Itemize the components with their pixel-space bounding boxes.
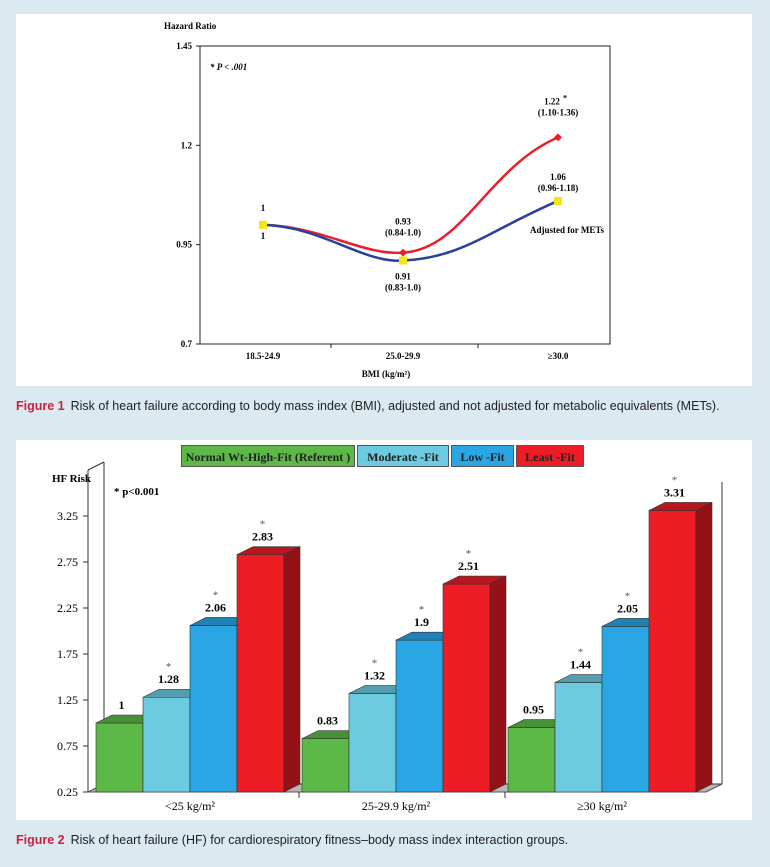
x-tick-label: ≥30.0 — [548, 351, 569, 361]
bar-value-label: 3.31 — [664, 485, 685, 499]
data-label-adjusted-mid: 0.91 — [395, 272, 411, 282]
significance-star: * — [466, 548, 472, 560]
x-axis-title: BMI (kg/m²) — [362, 369, 410, 379]
y-tick-label: 1.75 — [57, 647, 78, 661]
figure-2-panel: HF Risk * p<0.001 0.25 0.75 1.25 1.75 2.25 2.… — [16, 440, 752, 820]
bar-value-label: 0.95 — [523, 703, 544, 717]
bar-moderate-fit-group-2 — [348, 693, 397, 793]
y-axis-title: HF Risk — [52, 473, 92, 485]
x-tick-label: ≥30 kg/m² — [577, 799, 627, 813]
bar-moderate-fit-group-1 — [142, 696, 191, 793]
bar-normal-wt-high-fit-referent-group-2 — [301, 738, 350, 793]
y-tick-label: 2.75 — [57, 555, 78, 569]
bar-least-fit-group-1 — [236, 554, 285, 793]
data-label-ref-top: 1 — [261, 203, 266, 213]
figure-2-caption: Figure 2 Risk of heart failure (HF) for c… — [16, 833, 568, 847]
y-tick-label: 1.45 — [176, 41, 192, 51]
marker-adjusted — [554, 196, 562, 205]
significance-star: * — [672, 474, 678, 486]
significance-star: * — [419, 604, 425, 616]
significance-note: * P < .001 — [210, 62, 247, 72]
data-label-adjusted-high-ci: (0.96-1.18) — [538, 183, 579, 193]
significance-star: * — [625, 590, 631, 602]
x-tick-label: 25.0-29.9 — [386, 351, 421, 361]
data-label-unadjusted-mid-ci: (0.84-1.0) — [385, 228, 421, 238]
y-tick-label: 0.7 — [181, 339, 193, 349]
marker-adjusted — [399, 256, 407, 265]
figure-1-label: Figure 1 — [16, 399, 65, 413]
frame-top-left-edge — [87, 461, 105, 471]
bar-value-label: 2.05 — [617, 601, 638, 615]
bar-value-label: 1.28 — [158, 672, 179, 686]
figure-1-panel: Hazard Ratio * P < .001 0.7 0.95 1.2 1.45 1… — [16, 14, 752, 386]
bar-least-fit-group-3-side — [695, 501, 713, 793]
bar-value-label: 2.51 — [458, 559, 479, 573]
bar-value-label: 1.44 — [570, 658, 591, 672]
bar-normal-wt-high-fit-referent-group-3 — [507, 727, 556, 793]
x-tick-label: 25-29.9 kg/m² — [362, 799, 431, 813]
bar-value-label: 1.32 — [364, 669, 385, 683]
data-label-unadjusted-mid: 0.93 — [395, 217, 411, 227]
bar-low-fit-group-1 — [189, 625, 238, 793]
legend-moderate-fit: Moderate -Fit — [357, 445, 449, 467]
adjusted-series-label: Adjusted for METs — [530, 225, 605, 235]
data-label-ref-bottom: 1 — [261, 231, 266, 241]
data-label-unadjusted-high: 1.22 — [544, 96, 560, 106]
bar-least-fit-group-1-side — [283, 546, 301, 793]
hazard-ratio-line-chart: Hazard Ratio * P < .001 0.7 0.95 1.2 1.45 1… — [164, 21, 611, 379]
bar-value-label: 2.06 — [205, 600, 226, 614]
bar-least-fit-group-3 — [648, 510, 697, 793]
y-tick-label: 0.25 — [57, 785, 78, 799]
y-tick-label: 0.75 — [57, 739, 78, 753]
y-tick-label: 0.95 — [176, 240, 192, 250]
figure-2-label: Figure 2 — [16, 833, 65, 847]
bar-least-fit-group-2-side — [489, 575, 507, 793]
bar-value-label: 2.83 — [252, 530, 273, 544]
legend-low-fit: Low -Fit — [451, 445, 514, 467]
bar-low-fit-group-2 — [395, 639, 444, 793]
legend-least-fit: Least -Fit — [516, 445, 584, 467]
bar-value-label: 0.83 — [317, 714, 338, 728]
significance-star: * — [213, 589, 219, 601]
x-tick-label: <25 kg/m² — [165, 799, 215, 813]
marker-reference — [259, 220, 267, 229]
x-tick-label: 18.5-24.9 — [246, 351, 281, 361]
y-axis-title: Hazard Ratio — [164, 21, 217, 31]
significance-star: * — [166, 661, 172, 673]
data-label-adjusted-high: 1.06 — [550, 172, 566, 182]
legend-normal-wt-high-fit: Normal Wt-High-Fit (Referent ) — [181, 445, 355, 467]
hf-risk-bar-chart: HF Risk * p<0.001 0.25 0.75 1.25 1.75 2.25 2.… — [52, 461, 723, 813]
figure-1-caption: Figure 1 Risk of heart failure according … — [16, 399, 720, 413]
significance-note: * p<0.001 — [114, 486, 159, 498]
significance-star: * — [372, 658, 378, 670]
plot-frame — [199, 45, 611, 345]
y-tick-label: 1.25 — [57, 693, 78, 707]
bar-moderate-fit-group-3 — [554, 682, 603, 793]
bar-value-label: 1.9 — [414, 615, 429, 629]
marker-unadjusted — [399, 248, 407, 257]
y-tick-label: 1.2 — [181, 140, 193, 150]
bar-low-fit-group-3 — [601, 626, 650, 793]
bar-least-fit-group-2 — [442, 583, 491, 793]
bar-normal-wt-high-fit-referent-group-1 — [95, 722, 144, 793]
figure-1-text: Risk of heart failure according to body … — [70, 399, 720, 413]
data-label-adjusted-mid-ci: (0.83-1.0) — [385, 283, 421, 293]
y-tick-label: 3.25 — [57, 509, 78, 523]
data-label-unadjusted-high-star: * — [563, 93, 567, 102]
significance-star: * — [578, 647, 584, 659]
bar-value-label: 1 — [119, 698, 125, 712]
data-label-unadjusted-high-ci: (1.10-1.36) — [538, 107, 579, 117]
figure-2-text: Risk of heart failure (HF) for cardiores… — [70, 833, 569, 847]
y-tick-label: 2.25 — [57, 601, 78, 615]
significance-star: * — [260, 519, 266, 531]
marker-unadjusted — [554, 133, 562, 142]
